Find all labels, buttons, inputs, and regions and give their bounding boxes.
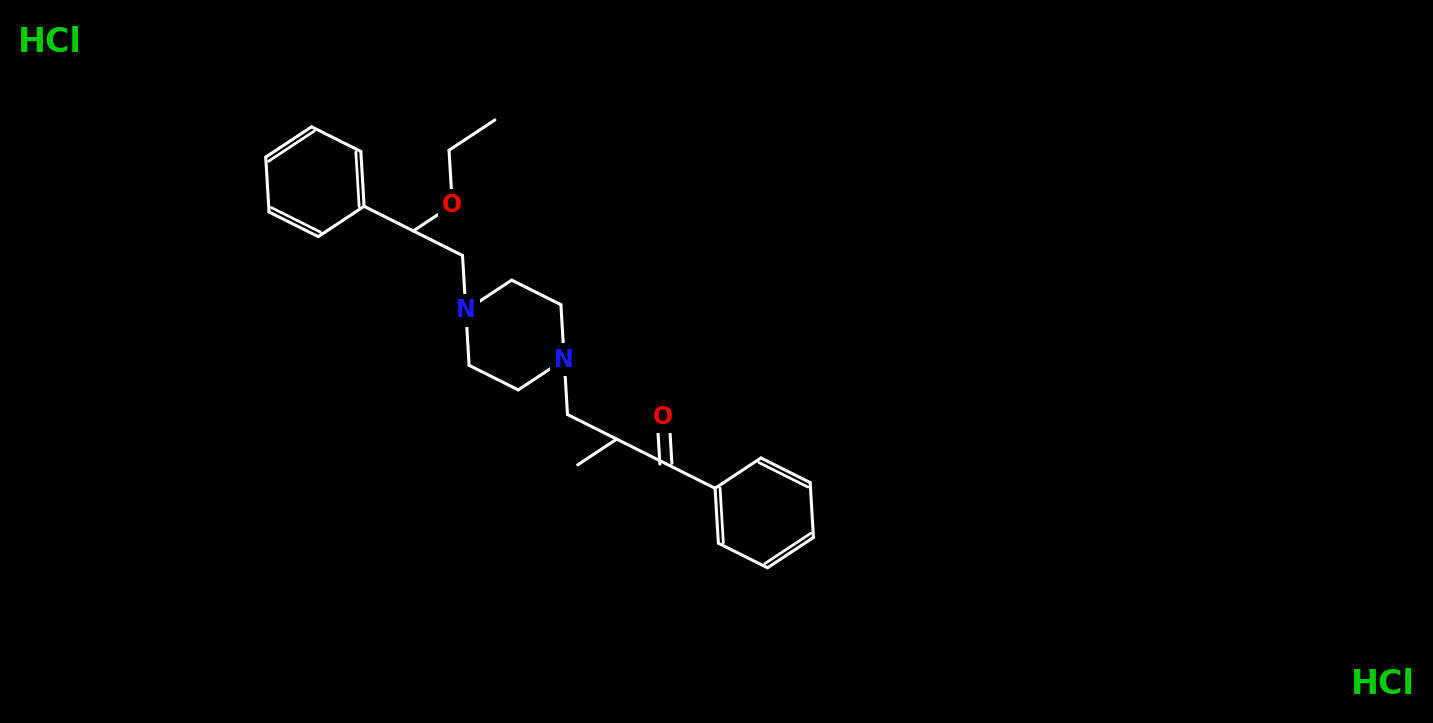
Text: O: O — [443, 193, 463, 217]
Text: O: O — [653, 405, 674, 429]
Text: HCl: HCl — [1351, 669, 1414, 701]
Text: N: N — [456, 299, 476, 322]
Text: N: N — [555, 348, 575, 372]
Text: HCl: HCl — [19, 25, 82, 59]
